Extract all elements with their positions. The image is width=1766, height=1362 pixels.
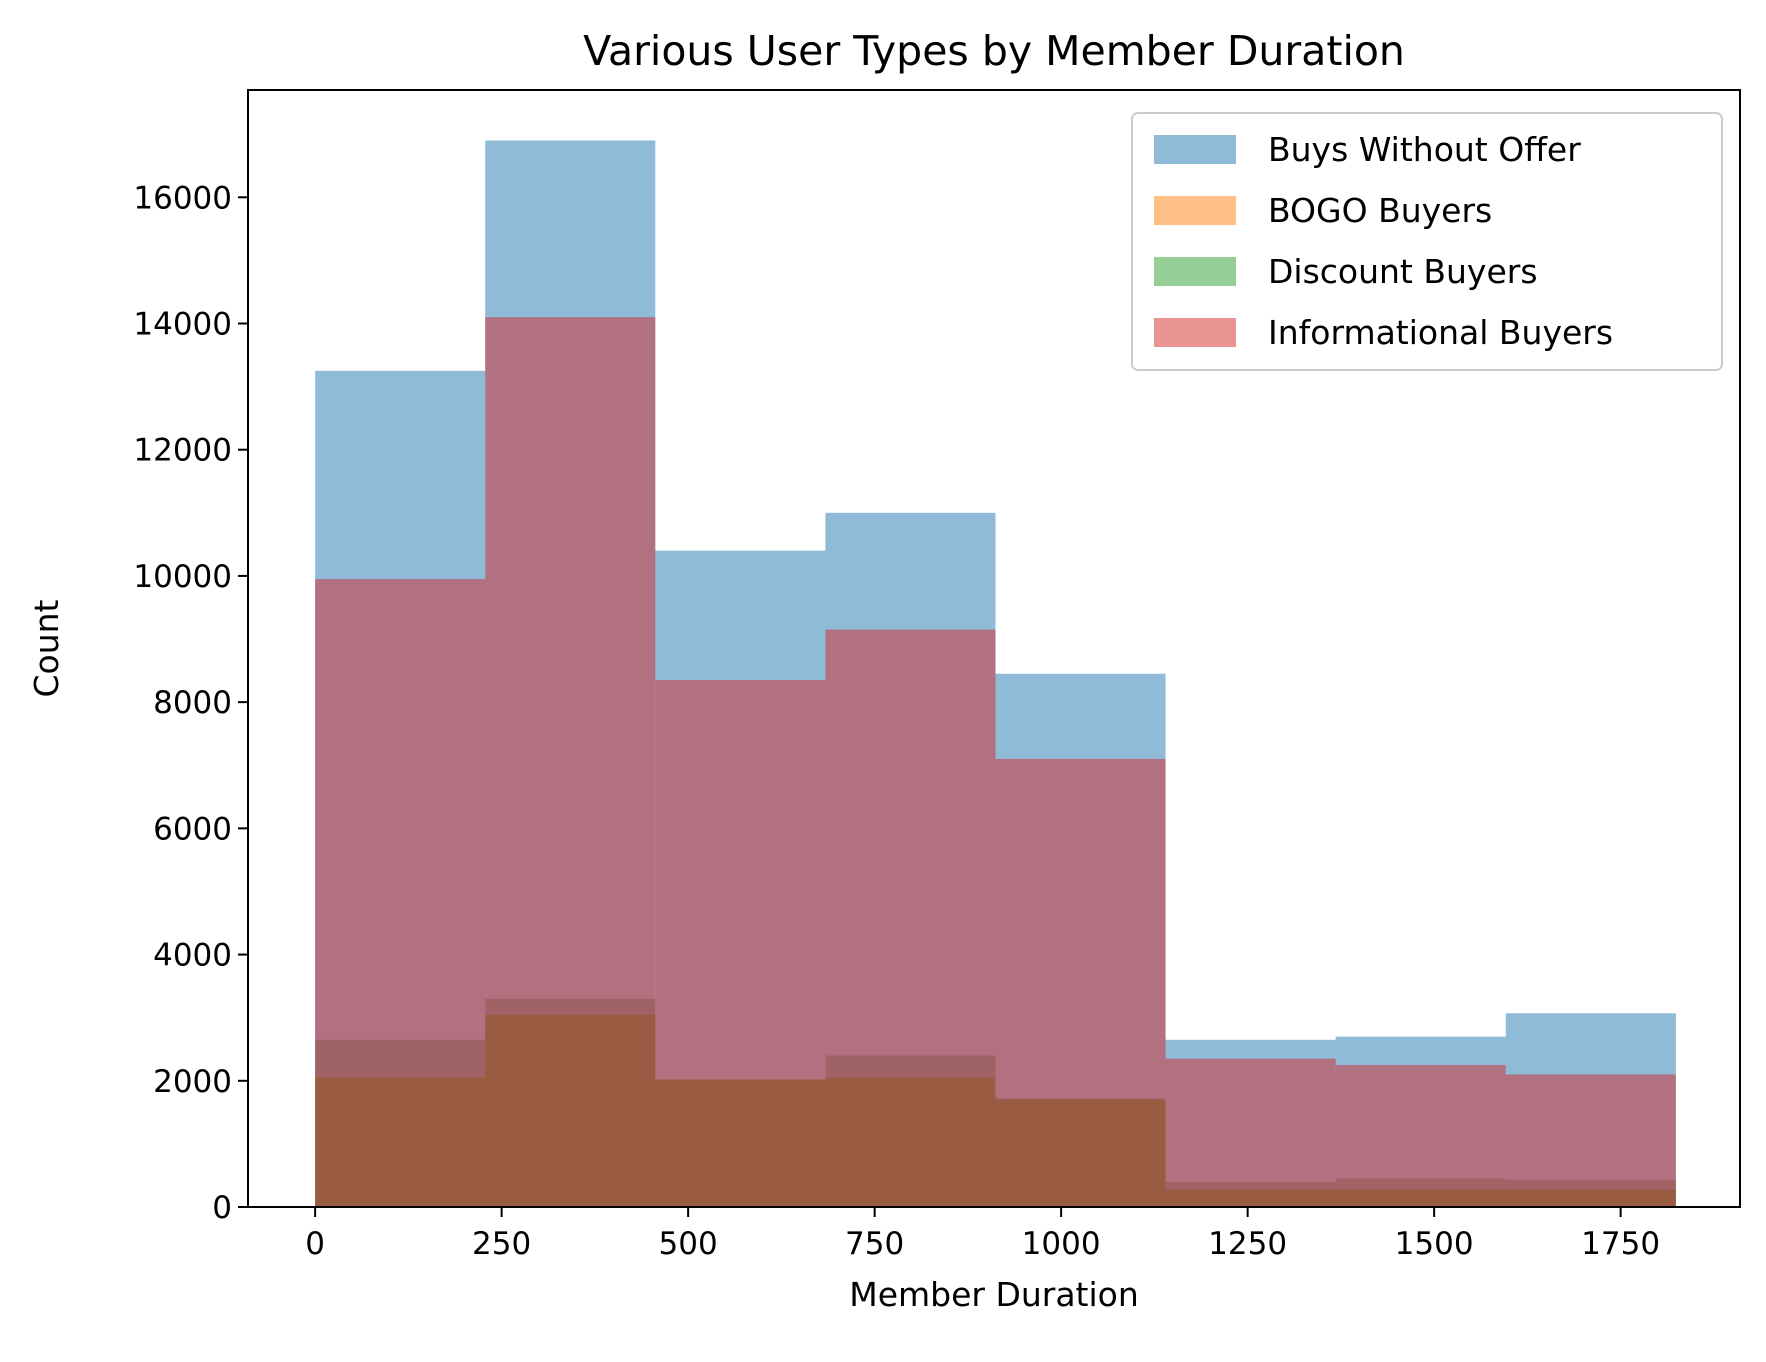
y-tick-label: 12000 — [133, 433, 232, 469]
y-tick-label: 0 — [212, 1190, 232, 1226]
y-tick-label: 4000 — [153, 938, 232, 974]
plot-area-frame — [247, 89, 1741, 1208]
y-tick-label: 8000 — [153, 685, 232, 721]
x-axis-label: Member Duration — [849, 1275, 1139, 1314]
overlay-bar-1 — [485, 998, 656, 1207]
overlay-bar-6 — [1335, 1178, 1506, 1207]
y-tick-label: 6000 — [153, 811, 232, 847]
y-tick-label: 10000 — [133, 559, 232, 595]
legend-swatch-discount-buyers — [1154, 257, 1236, 286]
legend: Buys Without Offer BOGO Buyers Discount Bu… — [1131, 112, 1723, 371]
overlay-bar-3 — [825, 1055, 996, 1207]
x-tick-label: 1250 — [1208, 1226, 1287, 1262]
x-axis: 0 250 500 750 1000 1250 1500 1750 — [305, 1207, 1660, 1262]
y-tick-label: 2000 — [153, 1064, 232, 1100]
legend-swatch-buys-without-offer — [1154, 135, 1236, 164]
y-tick-label: 16000 — [133, 180, 232, 216]
overlay-bar-7 — [1505, 1179, 1676, 1207]
bars-layer — [315, 140, 1676, 1208]
overlay-bar-5 — [1165, 1181, 1336, 1207]
legend-swatch-bogo-buyers — [1154, 196, 1236, 225]
chart-title: Various User Types by Member Duration — [583, 27, 1405, 75]
legend-box — [1131, 112, 1723, 371]
legend-label-buys-without-offer: Buys Without Offer — [1268, 130, 1581, 169]
y-axis-label: Count — [27, 599, 66, 697]
legend-label-discount-buyers: Discount Buyers — [1268, 252, 1538, 291]
legend-label-bogo-buyers: BOGO Buyers — [1268, 191, 1492, 230]
x-tick-label: 750 — [845, 1226, 904, 1262]
x-tick-label: 500 — [659, 1226, 718, 1262]
y-axis: 0 2000 4000 6000 8000 10000 12000 14000 16000 — [133, 180, 248, 1226]
x-tick-label: 1750 — [1581, 1226, 1660, 1262]
overlay-bar-2 — [655, 1079, 826, 1207]
overlay-bar-4 — [995, 1098, 1166, 1207]
x-tick-label: 1000 — [1022, 1226, 1101, 1262]
x-tick-label: 250 — [472, 1226, 531, 1262]
legend-swatch-informational-buyers — [1154, 318, 1236, 347]
y-tick-label: 14000 — [133, 306, 232, 342]
overlay-bar-0 — [315, 1039, 486, 1207]
x-tick-label: 1500 — [1395, 1226, 1474, 1262]
x-tick-label: 0 — [305, 1226, 325, 1262]
legend-label-informational-buyers: Informational Buyers — [1268, 313, 1613, 352]
